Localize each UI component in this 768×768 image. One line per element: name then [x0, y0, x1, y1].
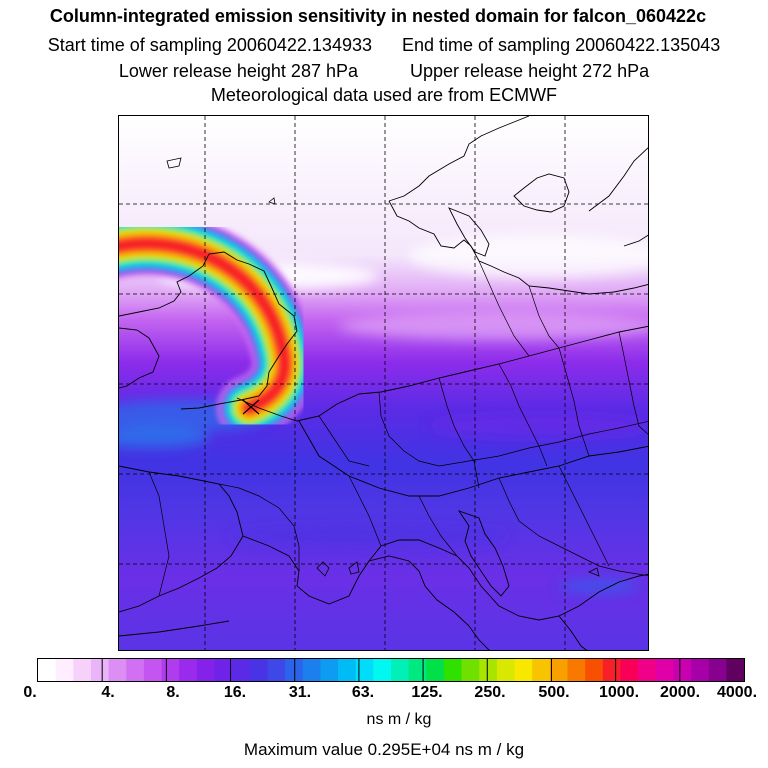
graticule: [119, 116, 648, 650]
colorbar-swatch: [602, 659, 621, 681]
colorbar-tick: 4000.: [716, 684, 758, 701]
plot-title: Column-integrated emission sensitivity i…: [49, 6, 707, 26]
colorbar-tick: 31.: [288, 684, 312, 701]
colorbar-tick: 8.: [166, 684, 180, 701]
colorbar-swatch: [391, 659, 410, 681]
colorbar-swatch: [638, 659, 657, 681]
colorbar-swatch: [426, 659, 445, 681]
colorbar-swatch: [673, 659, 692, 681]
lower-height-label: Lower release height 287 hPa: [118, 61, 358, 81]
colorbar-swatch: [126, 659, 145, 681]
sampling-times: Start time of sampling 20060422.134933 En…: [0, 34, 768, 56]
sensitivity-map: [118, 115, 649, 651]
colorbar-tick: 250.: [474, 684, 506, 701]
max-value-label: Maximum value 0.295E+04 ns m / kg: [243, 740, 525, 759]
colorbar-swatch: [514, 659, 533, 681]
borders: [148, 260, 648, 597]
emission-plume: [119, 211, 317, 440]
colorbar-swatch: [38, 659, 57, 681]
colorbar-swatch: [90, 659, 110, 681]
colorbar-swatch: [249, 659, 268, 681]
colorbar-swatch: [338, 659, 357, 681]
colorbar-swatch: [179, 659, 198, 681]
colorbar-swatch: [285, 659, 304, 681]
colorbar-swatch: [408, 659, 427, 681]
colorbar-swatch: [143, 659, 163, 681]
colorbar-swatch: [108, 659, 127, 681]
colorbar-swatch: [620, 659, 639, 681]
colorbar-swatch: [161, 659, 180, 681]
colorbar-swatch: [532, 659, 551, 681]
colorbar-tick: 0.: [23, 684, 37, 701]
background-field: [119, 116, 648, 650]
colorbar-swatch: [73, 659, 92, 681]
colorbar: [37, 658, 745, 682]
release-heights: Lower release height 287 hPa Upper releas…: [0, 60, 768, 82]
colorbar-tick: 4.: [101, 684, 115, 701]
colorbar-swatch: [461, 659, 480, 681]
colorbar-swatch: [443, 659, 463, 681]
end-time-label: End time of sampling 20060422.135043: [402, 35, 721, 55]
colorbar-swatch: [373, 659, 392, 681]
colorbar-swatch: [267, 659, 286, 681]
met-data-label: Meteorological data used are from ECMWF: [210, 85, 558, 105]
upper-height-label: Upper release height 272 hPa: [410, 61, 650, 81]
colorbar-tick: 500.: [538, 684, 570, 701]
colorbar-unit: ns m / kg: [366, 711, 432, 728]
colorbar-swatch: [585, 659, 604, 681]
colorbar-swatch: [549, 659, 568, 681]
colorbar-swatch: [196, 659, 215, 681]
colorbar-swatch: [691, 659, 710, 681]
release-x-marker: [242, 399, 260, 415]
islands: [166, 157, 600, 577]
colorbar-swatch: [496, 659, 516, 681]
colorbar-swatch: [232, 659, 251, 681]
colorbar-swatch: [355, 659, 374, 681]
colorbar-swatch: [302, 659, 321, 681]
colorbar-tick: 1000.: [598, 684, 640, 701]
map-canvas: [119, 116, 648, 650]
colorbar-swatch: [567, 659, 586, 681]
colorbar-tick: 125.: [411, 684, 443, 701]
colorbar-swatch: [55, 659, 74, 681]
colorbar-swatch: [726, 659, 744, 681]
colorbar-swatch: [655, 659, 674, 681]
colorbar-tick: 63.: [351, 684, 375, 701]
colorbar-swatch: [479, 659, 498, 681]
colorbar-swatches: [38, 659, 744, 681]
start-time-label: Start time of sampling 20060422.134933: [47, 35, 372, 55]
colorbar-swatch: [214, 659, 233, 681]
colorbar-swatch: [320, 659, 339, 681]
colorbar-swatch: [708, 659, 727, 681]
colorbar-tick: 2000.: [659, 684, 701, 701]
colorbar-tick: 16.: [223, 684, 247, 701]
